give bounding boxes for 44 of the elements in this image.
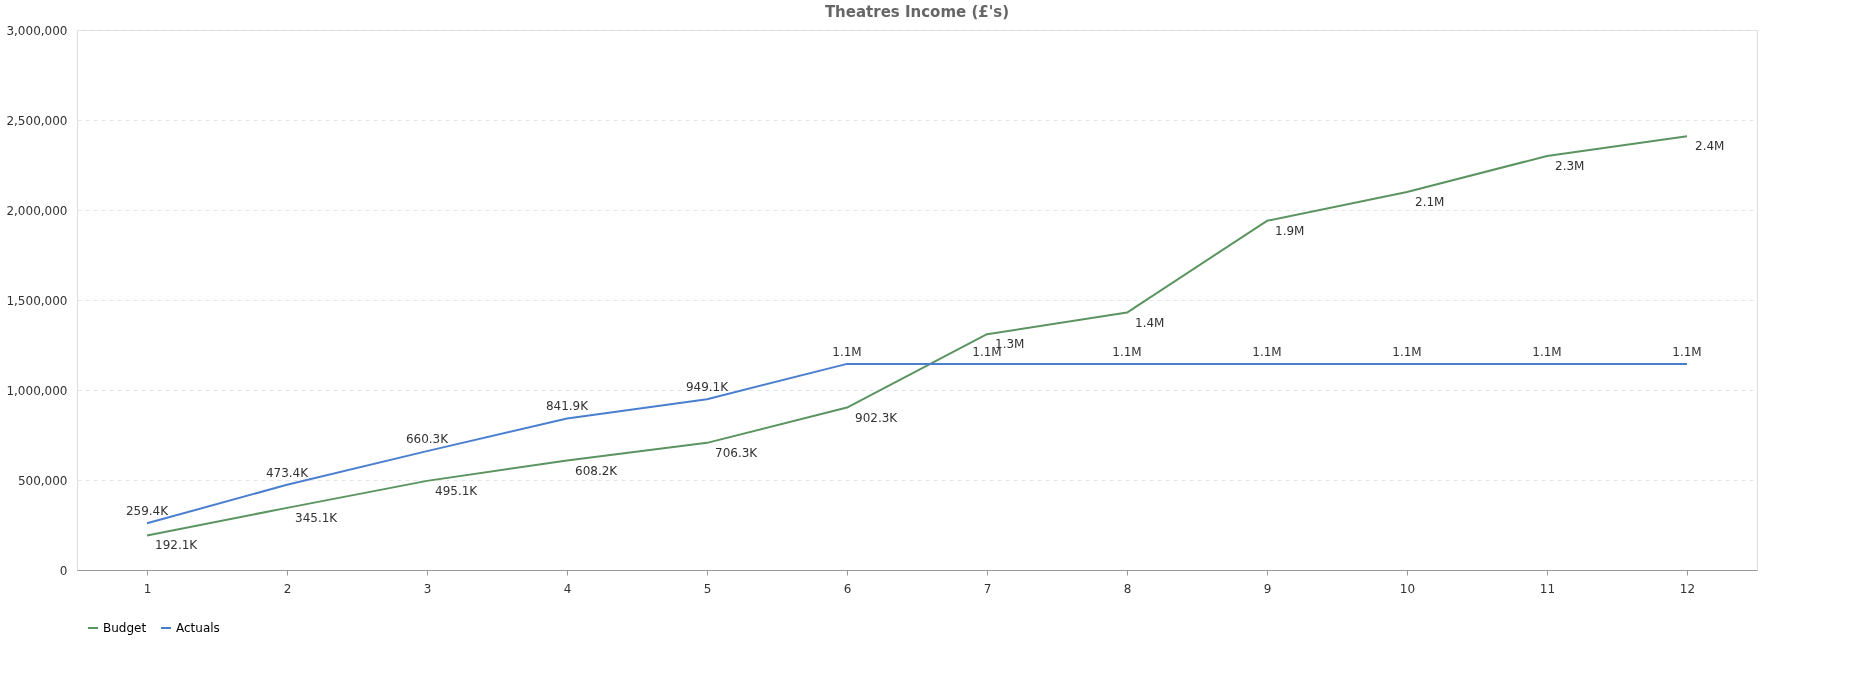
data-label: 949.1K — [685, 380, 730, 395]
x-tick-label: 4 — [563, 581, 572, 596]
data-label: 1.1M — [1252, 344, 1282, 359]
x-tick-label: 8 — [1123, 581, 1132, 596]
data-label: 660.3K — [405, 432, 450, 447]
legend-label: Budget — [103, 621, 147, 635]
x-tick-label: 1 — [143, 581, 152, 596]
data-label: 192.1K — [155, 538, 199, 553]
data-label: 1.1M — [832, 344, 862, 359]
y-tick-label: 3,000,000 — [6, 23, 68, 38]
data-label: 473.4K — [265, 465, 310, 480]
data-label: 1.9M — [1275, 223, 1305, 238]
x-tick-label: 9 — [1263, 581, 1272, 596]
data-label: 495.1K — [435, 483, 479, 498]
data-label: 345.1K — [295, 510, 339, 525]
data-label: 841.9K — [545, 399, 590, 414]
x-tick-label: 7 — [983, 581, 992, 596]
x-tick-label: 5 — [703, 581, 712, 596]
y-tick-label: 0 — [59, 563, 68, 578]
data-label: 902.3K — [855, 410, 899, 425]
x-tick-label: 11 — [1539, 581, 1556, 596]
y-tick-label: 2,000,000 — [6, 203, 68, 218]
x-tick-label: 6 — [843, 581, 852, 596]
data-label: 2.3M — [1555, 159, 1585, 173]
data-label: 2.1M — [1415, 195, 1445, 209]
data-label: 1.1M — [1532, 344, 1562, 359]
legend-label: Actuals — [176, 621, 220, 635]
x-tick-label: 2 — [283, 581, 292, 596]
data-label: 2.4M — [1695, 139, 1725, 154]
data-label: 1.4M — [1135, 315, 1165, 330]
data-label: 1.1M — [1112, 344, 1142, 359]
data-label: 706.3K — [715, 445, 759, 460]
data-label: 1.1M — [1392, 344, 1422, 359]
y-tick-label: 1,500,000 — [6, 293, 68, 308]
y-tick-label: 1,000,000 — [6, 383, 68, 398]
x-tick-label: 12 — [1679, 581, 1696, 596]
data-label: 1.1M — [1672, 344, 1702, 359]
data-label: 259.4K — [125, 504, 170, 519]
chart-title: Theatres Income (£'s) — [824, 3, 1010, 21]
data-label: 608.2K — [575, 463, 619, 478]
y-tick-label: 2,500,000 — [6, 113, 68, 128]
x-tick-label: 10 — [1399, 581, 1416, 596]
x-tick-label: 3 — [423, 581, 432, 596]
y-tick-label: 500,000 — [17, 473, 68, 488]
